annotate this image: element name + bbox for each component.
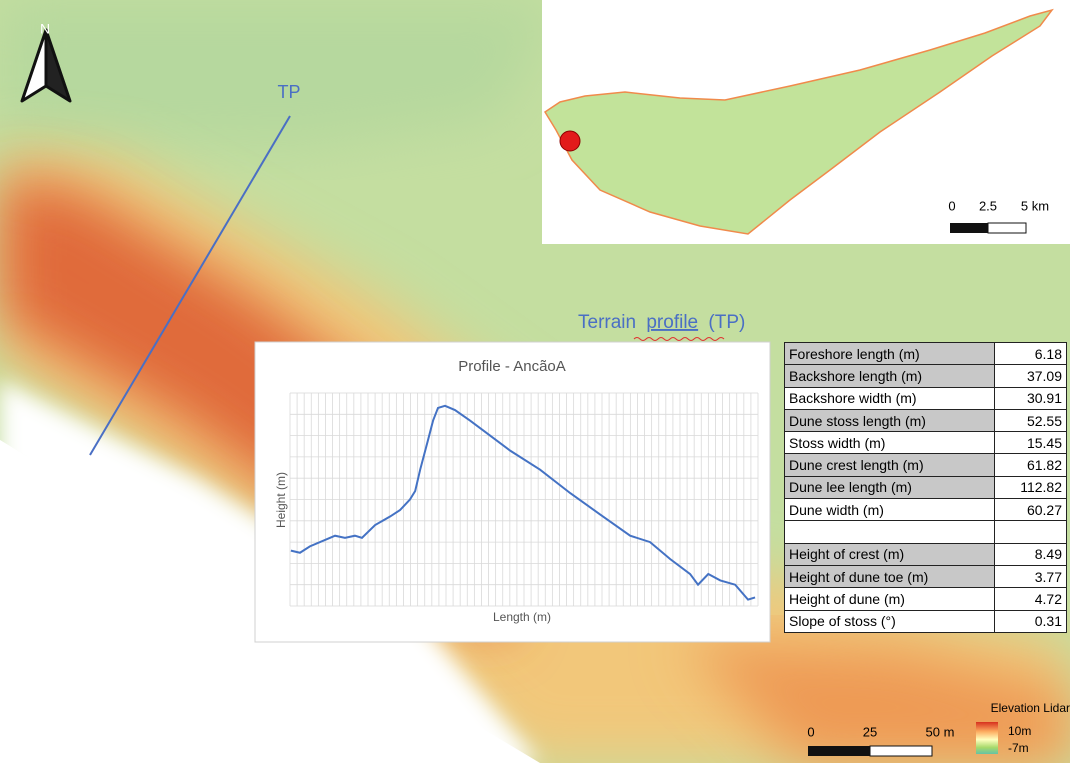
cell — [785, 521, 995, 543]
scale-label: 2.5 — [979, 198, 997, 213]
value-cell: 37.09 — [995, 365, 1067, 387]
value-cell: 6.18 — [995, 343, 1067, 365]
table-row: Backshore width (m)30.91 — [785, 387, 1067, 409]
cell — [995, 521, 1067, 543]
page: N TP Terrain profile (TP) 0 2.5 5 km Pro… — [0, 0, 1070, 763]
heading-word: Terrain — [578, 312, 636, 333]
table-row: Stoss width (m)15.45 — [785, 432, 1067, 454]
table-row: Dune lee length (m)112.82 — [785, 476, 1067, 498]
table-row: Height of dune (m)4.72 — [785, 588, 1067, 610]
legend-label: 10m — [1008, 724, 1031, 738]
label-cell: Dune crest length (m) — [785, 454, 995, 476]
scale-label: 0 — [948, 198, 955, 213]
value-cell: 60.27 — [995, 499, 1067, 521]
x-axis-label: Length (m) — [493, 610, 551, 624]
profile-heading: Terrain profile (TP) — [578, 312, 745, 333]
label-cell: Dune lee length (m) — [785, 476, 995, 498]
label-cell: Height of crest (m) — [785, 543, 995, 565]
table-row: Height of crest (m)8.49 — [785, 543, 1067, 565]
scale-label: 25 — [863, 724, 877, 739]
table-row: Foreshore length (m)6.18 — [785, 343, 1067, 365]
transect-label: TP — [277, 82, 300, 102]
value-cell: 61.82 — [995, 454, 1067, 476]
heading-word: (TP) — [708, 312, 745, 333]
label-cell: Backshore length (m) — [785, 365, 995, 387]
table-row: Backshore length (m)37.09 — [785, 365, 1067, 387]
scale-label: 5 km — [1021, 198, 1049, 213]
table-row: Height of dune toe (m)3.77 — [785, 565, 1067, 587]
label-cell: Dune stoss length (m) — [785, 409, 995, 431]
value-cell: 0.31 — [995, 610, 1067, 632]
chart-title: Profile - AncãoA — [458, 358, 566, 375]
table-row: Slope of stoss (°)0.31 — [785, 610, 1067, 632]
table-row: Dune stoss length (m)52.55 — [785, 409, 1067, 431]
label-cell: Foreshore length (m) — [785, 343, 995, 365]
scale-label: 50 m — [926, 724, 955, 739]
value-cell: 3.77 — [995, 565, 1067, 587]
legend-label: -7m — [1008, 741, 1029, 755]
value-cell: 30.91 — [995, 387, 1067, 409]
table-row: Dune crest length (m)61.82 — [785, 454, 1067, 476]
table-spacer — [785, 521, 1067, 543]
table-row: Dune width (m)60.27 — [785, 499, 1067, 521]
value-cell: 52.55 — [995, 409, 1067, 431]
value-cell: 4.72 — [995, 588, 1067, 610]
value-cell: 15.45 — [995, 432, 1067, 454]
label-cell: Stoss width (m) — [785, 432, 995, 454]
value-cell: 8.49 — [995, 543, 1067, 565]
location-marker — [560, 131, 580, 151]
label-cell: Slope of stoss (°) — [785, 610, 995, 632]
legend-ramp — [976, 722, 998, 754]
value-cell: 112.82 — [995, 476, 1067, 498]
legend-title: Elevation Lidar — [991, 701, 1070, 715]
inset-map: 0 2.5 5 km — [542, 0, 1070, 244]
label-cell: Height of dune toe (m) — [785, 565, 995, 587]
y-axis-label: Height (m) — [274, 472, 288, 528]
label-cell: Backshore width (m) — [785, 387, 995, 409]
label-cell: Dune width (m) — [785, 499, 995, 521]
label-cell: Height of dune (m) — [785, 588, 995, 610]
scale-label: 0 — [807, 724, 814, 739]
heading-word: profile — [646, 312, 698, 333]
north-label: N — [40, 21, 50, 37]
